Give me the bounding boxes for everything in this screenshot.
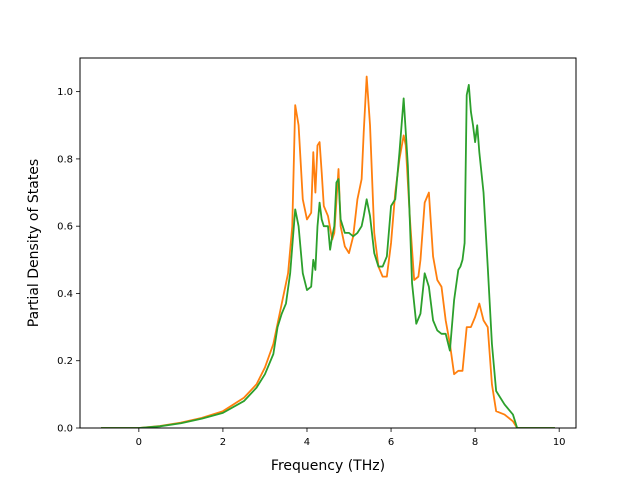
x-tick-label: 10 <box>553 437 566 448</box>
series-line-2 <box>101 84 555 428</box>
x-tick-label: 0 <box>136 437 142 448</box>
y-tick-label: 0.8 <box>57 154 73 165</box>
x-tick-label: 2 <box>220 437 226 448</box>
y-tick-label: 0.2 <box>57 356 73 367</box>
y-tick-label: 0.0 <box>57 424 73 435</box>
plot-frame <box>79 57 577 429</box>
y-tick-label: 0.4 <box>57 289 73 300</box>
y-axis-ticks: 0.0 0.2 0.4 0.6 0.8 1.0 <box>57 87 80 435</box>
series-line-1 <box>101 75 555 428</box>
x-tick-label: 4 <box>304 437 310 448</box>
y-tick-label: 0.6 <box>57 222 73 233</box>
series-layer <box>101 75 555 428</box>
x-tick-label: 8 <box>472 437 478 448</box>
x-axis-ticks: 0 2 4 6 8 10 <box>136 428 566 448</box>
y-tick-label: 1.0 <box>57 87 73 98</box>
x-axis-label: Frequency (THz) <box>271 458 385 474</box>
x-tick-label: 6 <box>388 437 394 448</box>
y-axis-label: Partial Density of States <box>26 159 42 327</box>
